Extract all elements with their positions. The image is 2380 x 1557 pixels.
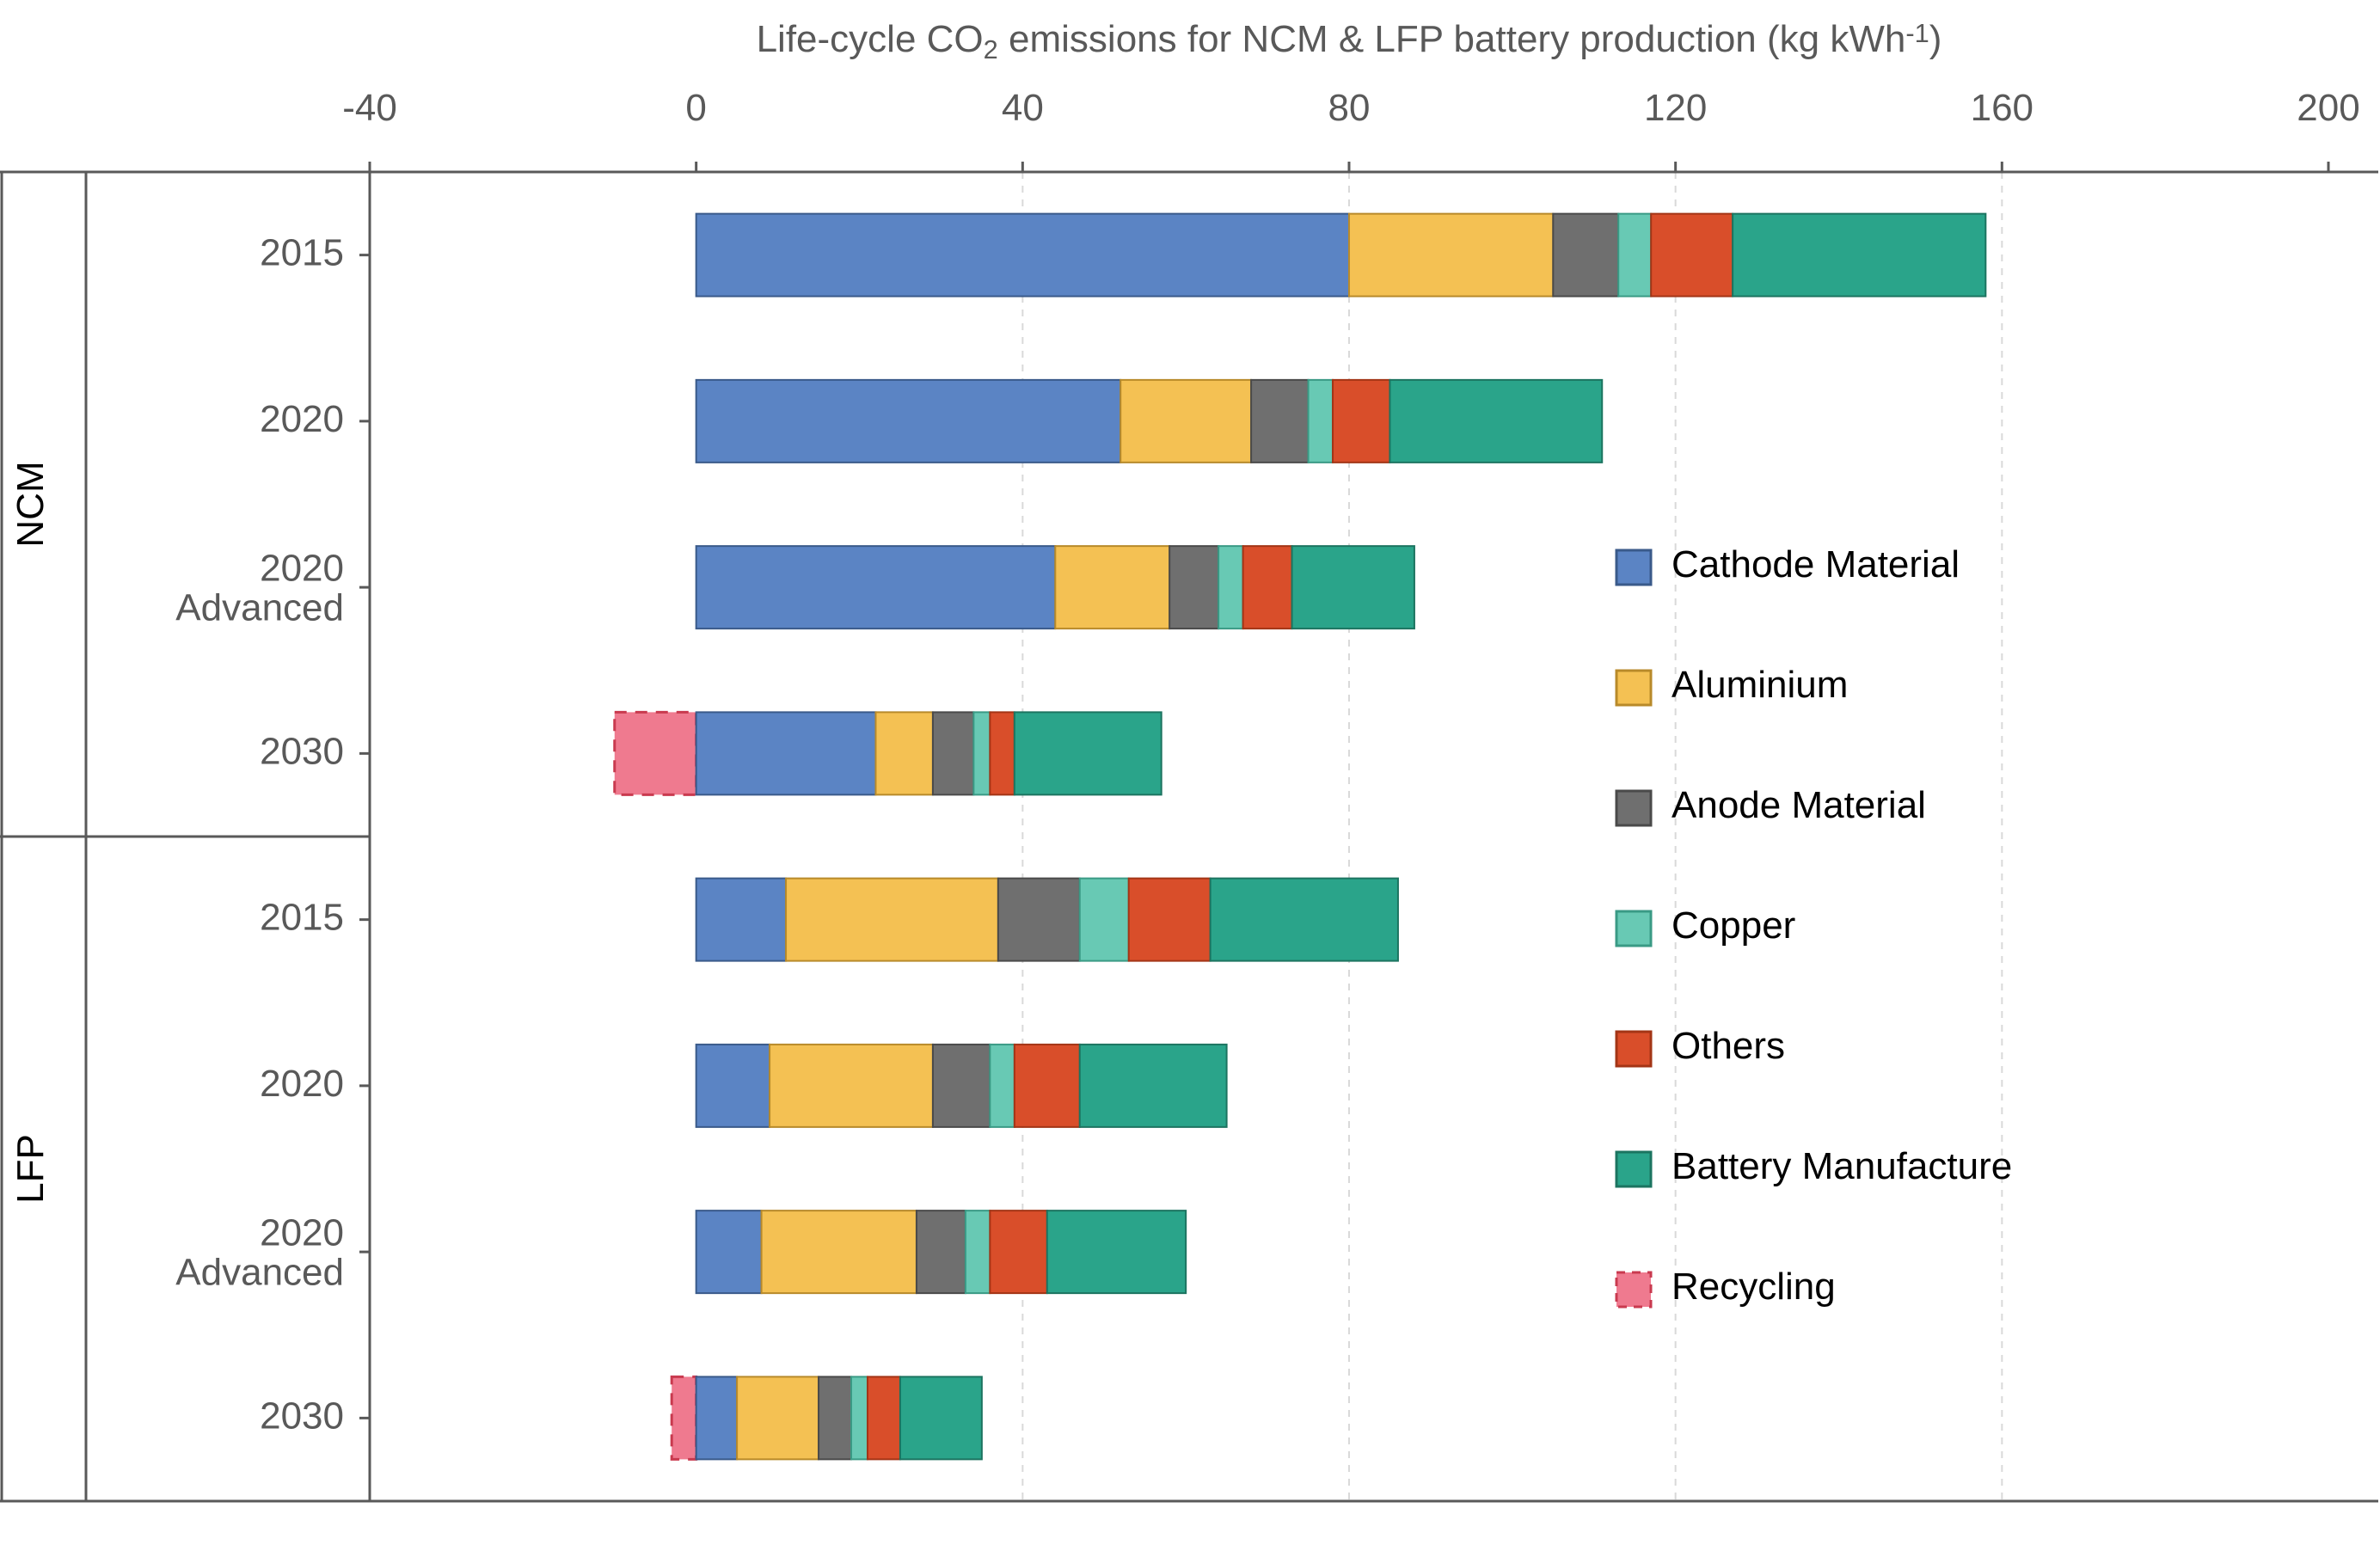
axis-tick-label: 120 (1644, 87, 1707, 129)
legend-swatch (1616, 1032, 1651, 1066)
bar-segment-others (868, 1376, 900, 1459)
bar-segment-manufacture (900, 1376, 982, 1459)
bar-segment-anode (933, 712, 973, 794)
bar-segment-anode (1251, 380, 1308, 463)
legend-swatch (1616, 791, 1651, 825)
row-label: 2015 (260, 231, 344, 273)
bar-segment-copper (1618, 214, 1651, 297)
bar-segment-recycling (672, 1376, 696, 1459)
row-label: 2020Advanced (175, 1211, 344, 1293)
bar-segment-aluminium (737, 1376, 819, 1459)
bar-segment-aluminium (786, 879, 998, 961)
bar-segment-cathode (696, 1045, 770, 1127)
bar-segment-others (1129, 879, 1211, 961)
bar-segment-cathode (696, 546, 1056, 628)
bar-segment-aluminium (1120, 380, 1251, 463)
bar-segment-recycling (615, 712, 696, 794)
group-label: NCM (9, 461, 52, 547)
chart-svg: Life-cycle CO2 emissions for NCM & LFP b… (0, 0, 2380, 1553)
legend-swatch (1616, 911, 1651, 946)
bar-segment-anode (998, 879, 1080, 961)
axis-tick-label: 200 (2297, 87, 2359, 129)
bar-segment-manufacture (1389, 380, 1602, 463)
row-label: 2030 (260, 730, 344, 772)
row-label: 2020Advanced (175, 547, 344, 628)
bar-segment-cathode (696, 879, 786, 961)
bar-segment-others (1243, 546, 1292, 628)
row-label: 2020 (260, 1063, 344, 1105)
bar-segment-cathode (696, 712, 876, 794)
bar-segment-others (990, 1211, 1046, 1293)
row-label: 2020 (260, 398, 344, 440)
bar-segment-anode (1169, 546, 1218, 628)
legend-label: Others (1672, 1025, 1785, 1067)
bar-segment-manufacture (1733, 214, 1985, 297)
bar-segment-anode (819, 1376, 851, 1459)
axis-tick-label: -40 (342, 87, 397, 129)
bar-segment-others (990, 712, 1014, 794)
legend-swatch (1616, 550, 1651, 585)
bar-segment-aluminium (875, 712, 932, 794)
bar-segment-manufacture (1015, 712, 1162, 794)
bar-segment-anode (917, 1211, 966, 1293)
bar-segment-copper (851, 1376, 868, 1459)
legend-swatch (1616, 1152, 1651, 1186)
chart-title: Life-cycle CO2 emissions for NCM & LFP b… (757, 18, 1942, 64)
row-label: 2015 (260, 896, 344, 938)
bar-segment-anode (933, 1045, 990, 1127)
row-label: 2030 (260, 1395, 344, 1437)
legend-label: Battery Manufacture (1672, 1145, 2012, 1187)
bar-segment-others (1651, 214, 1733, 297)
legend-label: Copper (1672, 904, 1795, 947)
bar-segment-copper (990, 1045, 1014, 1127)
axis-tick-label: 0 (685, 87, 706, 129)
legend-label: Recycling (1672, 1266, 1836, 1308)
bar-segment-anode (1553, 214, 1618, 297)
bar-segment-copper (1218, 546, 1242, 628)
chart-container: Life-cycle CO2 emissions for NCM & LFP b… (0, 0, 2380, 1553)
bar-segment-others (1333, 380, 1389, 463)
axis-tick-label: 40 (1002, 87, 1044, 129)
bar-segment-cathode (696, 380, 1121, 463)
bar-segment-aluminium (1349, 214, 1553, 297)
bar-segment-manufacture (1292, 546, 1414, 628)
bar-segment-aluminium (1055, 546, 1169, 628)
bar-segment-manufacture (1080, 1045, 1227, 1127)
bar-segment-cathode (696, 1376, 737, 1459)
bar-segment-cathode (696, 1211, 762, 1293)
axis-tick-label: 160 (1971, 87, 2033, 129)
bar-segment-others (1015, 1045, 1080, 1127)
bar-segment-cathode (696, 214, 1349, 297)
bar-segment-aluminium (762, 1211, 917, 1293)
legend-swatch (1616, 671, 1651, 705)
group-label: LFP (9, 1134, 52, 1204)
bar-segment-copper (973, 712, 990, 794)
legend-label: Anode Material (1672, 784, 1926, 826)
bar-segment-manufacture (1047, 1211, 1186, 1293)
bar-segment-manufacture (1211, 879, 1398, 961)
bar-segment-copper (1309, 380, 1333, 463)
legend-label: Cathode Material (1672, 543, 1960, 585)
legend-swatch (1616, 1272, 1651, 1307)
legend-label: Aluminium (1672, 664, 1848, 706)
bar-segment-copper (1080, 879, 1129, 961)
bar-segment-copper (966, 1211, 990, 1293)
axis-tick-label: 80 (1328, 87, 1371, 129)
bar-segment-aluminium (770, 1045, 933, 1127)
